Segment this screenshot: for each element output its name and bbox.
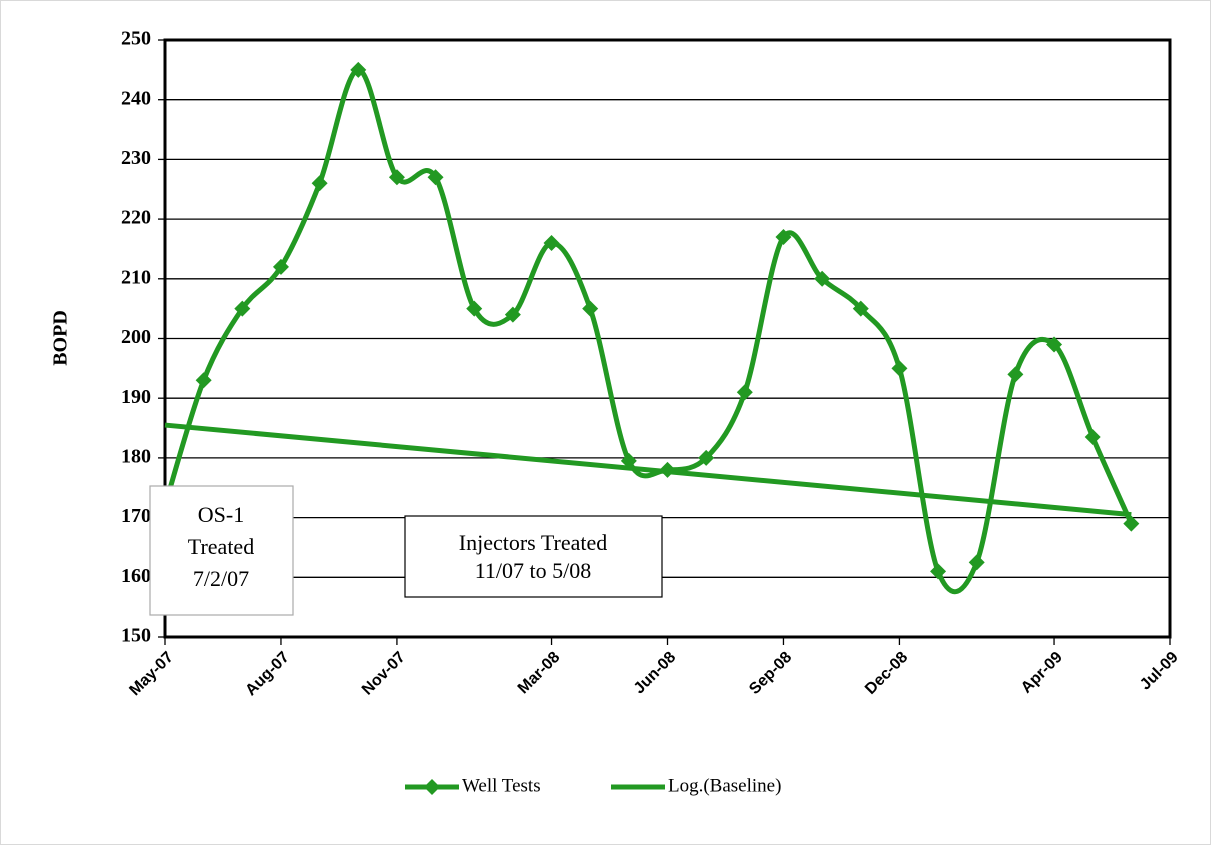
marker (775, 229, 792, 246)
legend-label: Well Tests (462, 775, 541, 796)
marker (234, 300, 251, 317)
marker (698, 449, 715, 466)
marker (427, 169, 444, 186)
annotation-text: Injectors Treated (459, 530, 607, 555)
y-tick-label: 190 (121, 386, 151, 408)
y-tick-label: 180 (121, 445, 151, 467)
marker (504, 306, 521, 323)
marker (891, 360, 908, 377)
annotation-box (149, 485, 294, 616)
marker (311, 175, 328, 192)
y-tick-label: 150 (121, 625, 151, 647)
plot-frame (163, 38, 1172, 639)
annotation-text: 11/07 to 5/08 (475, 558, 592, 583)
y-axis-label: BOPD (50, 310, 72, 366)
annotation-text: Treated (188, 534, 254, 559)
annotation-text: OS-1 (198, 502, 244, 527)
marker (1084, 429, 1101, 446)
legend-marker (424, 779, 440, 795)
y-tick-label: 240 (121, 87, 151, 109)
series-line (164, 422, 1132, 518)
marker (388, 169, 405, 186)
y-tick-label: 200 (121, 326, 151, 348)
marker (543, 234, 560, 251)
marker (272, 258, 289, 275)
marker (350, 61, 367, 78)
y-tick-label: 220 (121, 207, 151, 229)
marker (620, 452, 637, 469)
marker (736, 384, 753, 401)
y-tick-label: 170 (121, 505, 151, 527)
marker (466, 300, 483, 317)
y-tick-label: 160 (121, 565, 151, 587)
marker (1046, 336, 1063, 353)
marker (1007, 366, 1024, 383)
marker (1123, 515, 1140, 532)
marker (195, 372, 212, 389)
y-tick-label: 250 (121, 28, 151, 50)
marker (852, 300, 869, 317)
marker (582, 300, 599, 317)
y-tick-label: 210 (121, 266, 151, 288)
marker (814, 270, 831, 287)
marker (968, 554, 985, 571)
annotation-text: 7/2/07 (193, 566, 249, 591)
annotation-box (404, 515, 663, 598)
y-tick-label: 230 (121, 147, 151, 169)
legend-label: Log.(Baseline) (668, 775, 781, 796)
marker (930, 563, 947, 580)
